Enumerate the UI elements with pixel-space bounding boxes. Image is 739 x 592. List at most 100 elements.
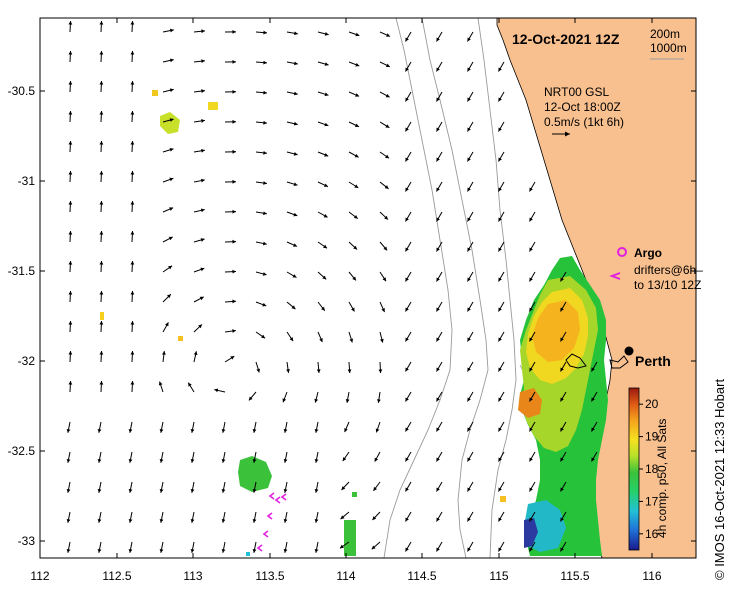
current-arrow-head [130, 381, 135, 385]
current-arrow-head [190, 518, 195, 523]
current-arrow-head [339, 544, 344, 549]
current-arrow-head [282, 398, 287, 403]
current-arrow-head [200, 267, 205, 272]
current-arrow-head [159, 488, 164, 493]
current-arrow-head [289, 337, 294, 342]
contour-200m [421, 18, 489, 558]
current-arrow-head [68, 51, 73, 55]
current-arrow-head [66, 518, 71, 523]
current-arrow-head [232, 329, 236, 333]
current-arrow-head [169, 207, 174, 211]
current-arrow-head [314, 398, 319, 403]
current-arrow-head [130, 321, 135, 325]
current-arrow-head [159, 518, 164, 523]
current-arrow-head [130, 111, 135, 115]
x-tick-label: 115.5 [560, 569, 589, 583]
current-arrow-head [283, 518, 288, 523]
current-arrow-head [97, 428, 102, 433]
current-arrow-head [68, 141, 73, 145]
current-arrow-head [436, 457, 440, 462]
current-arrow-head [263, 150, 267, 155]
current-arrow-head [99, 231, 104, 235]
current-arrow-head [560, 547, 564, 552]
current-arrow-head [467, 277, 471, 282]
current-arrow-head [467, 337, 471, 342]
current-arrow-head [385, 124, 390, 128]
x-tick-label: 112 [30, 569, 49, 583]
current-arrow-head [405, 157, 409, 162]
current-arrow-head [68, 261, 73, 265]
current-arrow-head [232, 269, 236, 274]
current-arrow-head [68, 381, 73, 385]
current-arrow-head [498, 457, 502, 462]
current-arrow-head [232, 119, 236, 124]
current-arrow-head [436, 97, 440, 102]
x-tick-label: 113 [183, 569, 202, 583]
current-arrow-head [314, 548, 319, 553]
current-arrow-head [467, 97, 471, 102]
perth-coastline-detail [565, 353, 629, 369]
contour-1000m [383, 18, 453, 558]
current-arrow-head [166, 294, 171, 299]
current-arrow-head [323, 244, 328, 249]
current-arrow-head [498, 517, 502, 522]
current-arrow-head [529, 277, 533, 282]
current-arrow-head [263, 90, 267, 95]
y-tick-label: -31.5 [8, 264, 36, 278]
current-arrow-head [99, 261, 104, 265]
current-arrow-head [201, 59, 205, 64]
current-arrow-head [341, 486, 346, 491]
current-arrow-head [405, 217, 409, 222]
current-arrow-head [529, 307, 533, 312]
current-arrow-head [560, 337, 564, 342]
current-arrow-head [372, 516, 377, 520]
current-arrow-head [467, 457, 471, 462]
current-arrow-head [498, 337, 502, 342]
current-arrow-head [99, 111, 104, 115]
current-arrow-head [342, 457, 347, 462]
perth-marker [624, 346, 634, 356]
current-arrow-head [169, 58, 174, 63]
current-arrow-head [99, 21, 104, 25]
plot-frame [39, 17, 697, 559]
current-arrow-head [201, 148, 205, 153]
current-arrow-head [99, 81, 104, 85]
current-arrow-head [68, 351, 73, 355]
current-arrow-head [99, 51, 104, 55]
current-arrow-head [529, 457, 533, 462]
current-arrow-head [351, 307, 355, 312]
current-arrow-head [436, 157, 440, 162]
current-arrow-head [128, 428, 133, 433]
current-arrow-head [201, 29, 205, 34]
current-arrow-head [529, 217, 533, 222]
current-arrow-head [344, 428, 348, 433]
map-title: 12-Oct-2021 12Z [512, 31, 620, 47]
current-arrow-head [560, 487, 564, 492]
current-arrow-head [198, 324, 202, 329]
current-arrow-head [314, 488, 319, 493]
current-arrow-head [128, 488, 133, 493]
current-arrow-head [232, 29, 236, 34]
current-arrow-head [340, 515, 345, 520]
y-tick-label: -31 [18, 174, 36, 188]
colorbar [628, 387, 640, 551]
current-arrow-head [405, 427, 409, 432]
current-arrow-head [168, 236, 173, 241]
current-arrow-head [467, 187, 471, 192]
current-arrow-head [294, 61, 298, 66]
y-tick-label: -30.5 [8, 84, 36, 98]
current-arrow-head [379, 338, 384, 343]
current-arrow-head [252, 428, 257, 433]
current-arrow-head [355, 32, 360, 37]
current-arrow-head [130, 291, 135, 295]
current-arrow-head [381, 308, 385, 313]
current-arrow-head [377, 399, 381, 403]
x-tick-label: 113.5 [255, 569, 284, 583]
current-arrow-head [232, 89, 236, 94]
colorbar-tick-label: 19 [645, 430, 659, 444]
current-model-label: NRT00 GSL [544, 85, 609, 99]
current-arrow-head [436, 427, 440, 432]
current-arrow-head [405, 307, 409, 312]
colorbar-tick-label: 16 [645, 527, 659, 541]
current-arrow-head [467, 487, 471, 492]
